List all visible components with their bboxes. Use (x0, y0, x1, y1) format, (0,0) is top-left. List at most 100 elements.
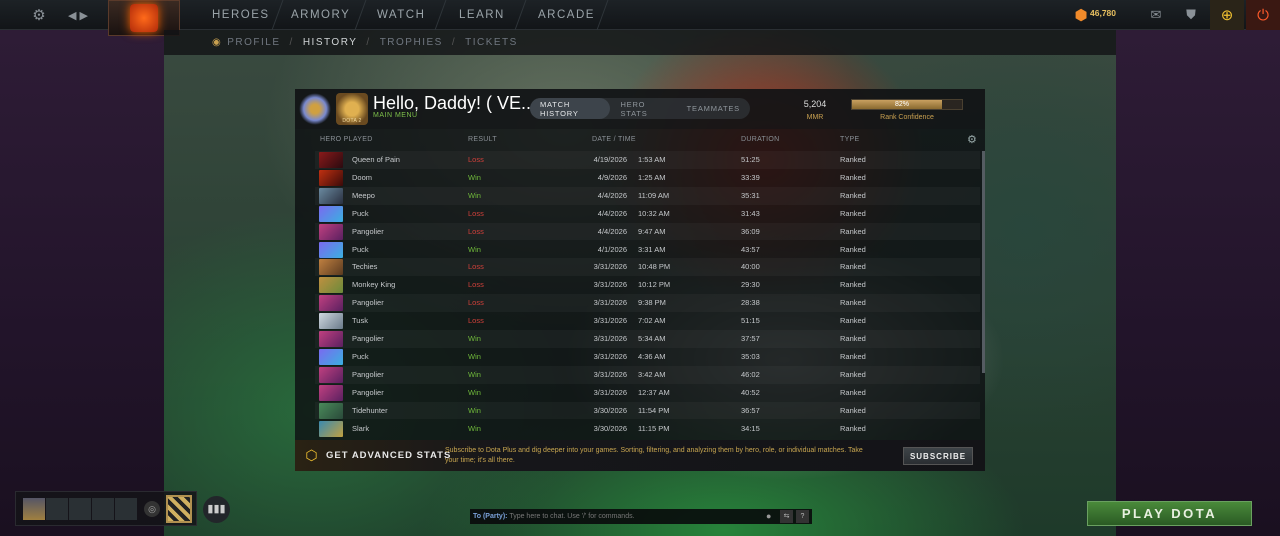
match-type: Ranked (840, 262, 866, 272)
hero-portrait (319, 241, 343, 258)
empty-party-slot[interactable] (115, 498, 137, 520)
chat-channel[interactable]: To (Party): (473, 513, 508, 520)
chat-input[interactable]: To (Party): Type here to chat. Use '/' f… (470, 509, 812, 524)
match-time: 10:48 PM (638, 262, 671, 272)
match-date: 4/4/2026 (597, 190, 627, 200)
nav-watch[interactable]: WATCH (377, 9, 426, 21)
nav-divider (596, 0, 609, 30)
empty-party-slot[interactable] (92, 498, 114, 520)
power-icon[interactable]: ⏻ (1246, 0, 1280, 30)
find-party-icon[interactable]: ▮▮▮ (203, 496, 230, 523)
hero-name: Techies (352, 262, 378, 272)
subnav-trophies[interactable]: TROPHIES (379, 37, 443, 48)
mail-icon[interactable]: ✉ (1150, 7, 1162, 22)
match-type: Ranked (840, 155, 866, 164)
dota-plus-icon[interactable]: ⊕ (1210, 0, 1244, 30)
col-duration[interactable]: DURATION (741, 136, 780, 143)
match-row[interactable]: Slark Win 3/30/2026 11:15 PM 34:15 Ranke… (315, 420, 980, 438)
player-avatar[interactable] (23, 498, 45, 520)
back-forward-arrows-icon[interactable]: ◀ ▶ (68, 9, 88, 22)
chat-expand-icon[interactable]: ⇆ (780, 510, 793, 523)
match-duration: 40:00 (741, 262, 760, 272)
empty-party-slot[interactable] (69, 498, 91, 520)
emoji-icon[interactable]: ● (766, 511, 772, 521)
match-time: 11:15 PM (638, 423, 670, 433)
nav-arcade[interactable]: ARCADE (538, 9, 595, 21)
match-history-panel: DOTA 2 Hello, Daddy! ( VE... MAIN MENU M… (295, 89, 985, 471)
match-row[interactable]: Queen of Pain Loss 4/19/2026 1:53 AM 51:… (315, 151, 980, 169)
table-settings-gear-icon[interactable]: ⚙ (967, 134, 977, 146)
rank-confidence-label: Rank Confidence (880, 114, 934, 121)
match-duration: 51:25 (741, 155, 760, 164)
tab-teammates[interactable]: TEAMMATES (686, 104, 740, 113)
match-time: 3:42 AM (638, 369, 666, 379)
match-type: Ranked (840, 244, 866, 254)
hero-portrait (319, 259, 343, 276)
hero-portrait (319, 277, 343, 294)
main-menu-link[interactable]: MAIN MENU (373, 112, 418, 119)
play-dota-button[interactable]: PLAY DOTA (1087, 501, 1252, 526)
hero-name: Puck (352, 351, 369, 361)
subnav-history[interactable]: HISTORY (302, 37, 358, 48)
voice-headset-icon[interactable]: ◎ (144, 501, 160, 517)
chat-help-button[interactable]: ? (796, 510, 809, 523)
col-date-time[interactable]: DATE / TIME (592, 136, 636, 143)
armory-shield-icon[interactable]: ⛊ (1186, 7, 1196, 22)
match-row[interactable]: Pangolier Win 3/31/2026 3:42 AM 46:02 Ra… (315, 366, 980, 384)
tab-hero-stats[interactable]: HERO STATS (620, 99, 648, 118)
match-row[interactable]: Puck Win 3/31/2026 4:36 AM 35:03 Ranked (315, 348, 980, 366)
nav-divider (434, 0, 447, 30)
match-date: 3/31/2026 (593, 351, 627, 361)
match-row[interactable]: Tidehunter Win 3/30/2026 11:54 PM 36:57 … (315, 402, 980, 420)
subnav-profile[interactable]: PROFILE (227, 37, 281, 48)
nav-armory[interactable]: ARMORY (291, 9, 351, 21)
col-type[interactable]: TYPE (840, 136, 860, 143)
match-time: 9:38 PM (638, 298, 666, 308)
hero-name: Pangolier (352, 334, 384, 343)
match-row[interactable]: Techies Loss 3/31/2026 10:48 PM 40:00 Ra… (315, 258, 980, 276)
hero-portrait (319, 366, 343, 383)
match-type: Ranked (840, 334, 866, 343)
col-result[interactable]: RESULT (468, 136, 497, 143)
tab-match-history[interactable]: MATCH HISTORY (530, 98, 611, 119)
nav-divider (271, 0, 284, 30)
match-row[interactable]: Pangolier Loss 3/31/2026 9:38 PM 28:38 R… (315, 294, 980, 312)
shards-icon: ⬢ (1074, 7, 1088, 24)
match-row[interactable]: Pangolier Win 3/31/2026 5:34 AM 37:57 Ra… (315, 330, 980, 348)
hero-name: Puck (352, 244, 369, 254)
match-row[interactable]: Puck Win 4/1/2026 3:31 AM 43:57 Ranked (315, 241, 980, 259)
match-row[interactable]: Monkey King Loss 3/31/2026 10:12 PM 29:3… (315, 276, 980, 294)
match-row[interactable]: Puck Loss 4/4/2026 10:32 AM 31:43 Ranked (315, 205, 980, 223)
hero-name: Monkey King (352, 280, 396, 290)
match-date: 3/30/2026 (593, 405, 627, 415)
match-duration: 37:57 (741, 334, 760, 343)
match-row[interactable]: Doom Win 4/9/2026 1:25 AM 33:39 Ranked (315, 169, 980, 187)
match-row[interactable]: Meepo Win 4/4/2026 11:09 AM 35:31 Ranked (315, 187, 980, 205)
hero-portrait (319, 402, 343, 419)
advanced-stats-description: Subscribe to Dota Plus and dig deeper in… (445, 447, 863, 464)
empty-party-slot[interactable] (46, 498, 68, 520)
match-duration: 43:57 (741, 244, 760, 254)
match-row[interactable]: Pangolier Loss 4/4/2026 9:47 AM 36:09 Ra… (315, 223, 980, 241)
match-type: Ranked (840, 351, 866, 361)
match-time: 7:02 AM (638, 316, 666, 326)
col-hero[interactable]: HERO PLAYED (320, 136, 373, 143)
subscribe-button[interactable]: SUBSCRIBE (903, 447, 973, 465)
hero-name: Slark (352, 423, 370, 433)
nav-heroes[interactable]: HEROES (212, 9, 270, 21)
nav-learn[interactable]: LEARN (459, 9, 505, 21)
guild-banner-icon[interactable] (166, 495, 192, 523)
match-type: Ranked (840, 405, 866, 415)
match-time: 12:37 AM (638, 387, 670, 397)
greeting: Hello, Daddy! ( VE... (373, 93, 537, 113)
match-row[interactable]: Tusk Loss 3/31/2026 7:02 AM 51:15 Ranked (315, 312, 980, 330)
settings-gear-icon[interactable]: ⚙ (32, 7, 46, 24)
scrollbar[interactable] (982, 151, 985, 373)
top-bar: ⚙ ◀ ▶ HEROES ARMORY WATCH LEARN ARCADE ⬢… (0, 0, 1280, 36)
match-result: Loss (468, 226, 484, 236)
match-type: Ranked (840, 190, 866, 200)
match-time: 10:32 AM (638, 208, 670, 218)
match-row[interactable]: Pangolier Win 3/31/2026 12:37 AM 40:52 R… (315, 384, 980, 402)
hero-portrait (319, 169, 343, 186)
subnav-tickets[interactable]: TICKETS (465, 37, 518, 48)
